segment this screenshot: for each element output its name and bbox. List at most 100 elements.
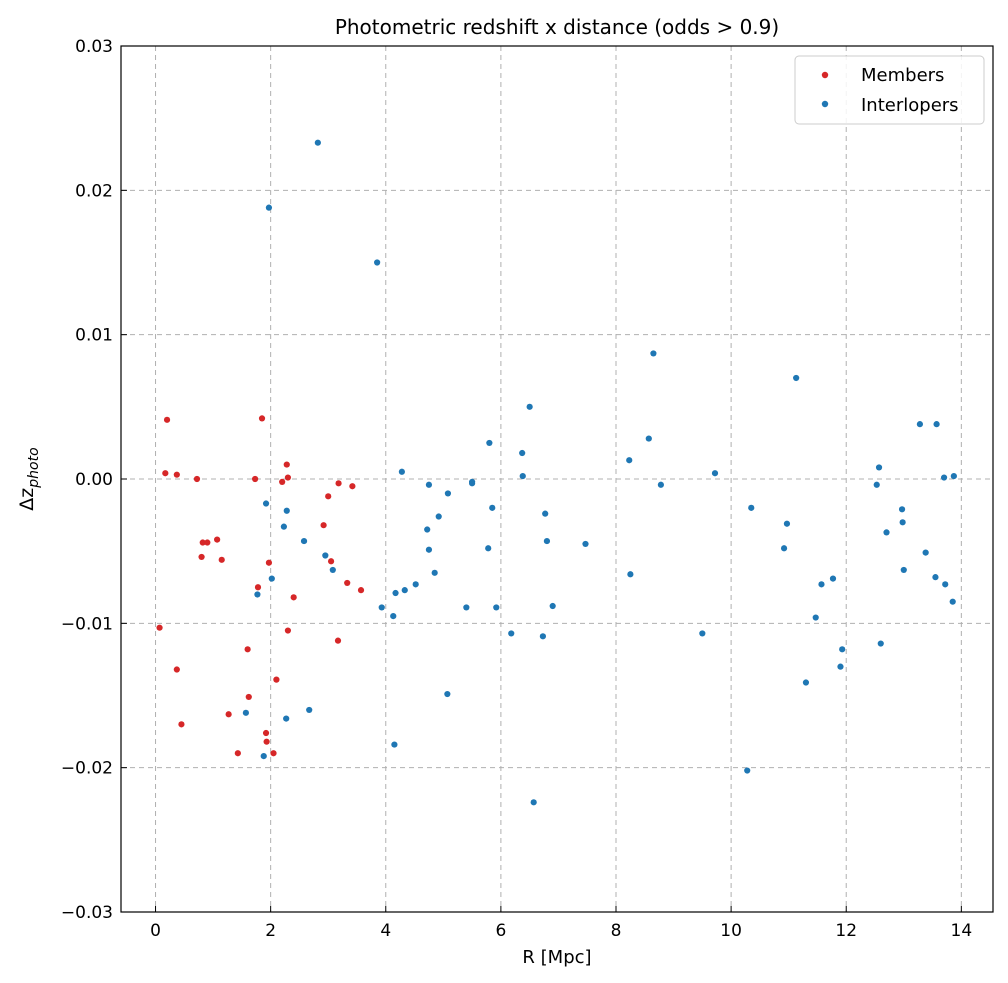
- data-point-members: [270, 750, 277, 757]
- data-point-members: [162, 470, 169, 477]
- data-point-interlopers: [265, 204, 273, 211]
- data-point-members: [344, 579, 351, 587]
- data-point-interlopers: [950, 473, 957, 480]
- data-point-interlopers: [283, 715, 290, 722]
- data-point-interlopers: [300, 537, 308, 545]
- legend: Members Interlopers: [794, 55, 985, 125]
- data-point-interlopers: [519, 449, 526, 457]
- data-point-members: [178, 721, 185, 728]
- data-point-interlopers: [401, 587, 408, 594]
- data-point-interlopers: [431, 569, 438, 576]
- data-points: [156, 139, 957, 806]
- data-point-interlopers: [748, 504, 755, 511]
- grid-lines: [121, 46, 993, 912]
- data-point-interlopers: [425, 546, 433, 553]
- data-point-members: [290, 594, 297, 601]
- data-point-members: [173, 666, 180, 673]
- data-point-interlopers: [873, 481, 880, 488]
- data-point-interlopers: [519, 473, 526, 480]
- data-point-interlopers: [829, 575, 837, 582]
- data-point-interlopers: [412, 581, 419, 588]
- data-point-interlopers: [744, 767, 751, 774]
- data-point-interlopers: [283, 507, 290, 514]
- data-point-interlopers: [242, 709, 250, 716]
- data-point-members: [284, 627, 292, 634]
- data-point-members: [349, 483, 356, 490]
- data-point-interlopers: [378, 604, 385, 611]
- data-point-interlopers: [657, 481, 664, 488]
- data-point-interlopers: [444, 490, 452, 497]
- data-point-interlopers: [916, 421, 924, 428]
- data-point-interlopers: [444, 690, 451, 698]
- y-axis-label: Δzphoto: [16, 447, 42, 510]
- data-point-interlopers: [933, 421, 940, 428]
- data-point-interlopers: [543, 537, 551, 545]
- data-point-interlopers: [877, 640, 884, 647]
- data-point-members: [335, 480, 342, 487]
- data-point-members: [273, 676, 280, 683]
- data-point-interlopers: [549, 602, 556, 610]
- data-point-interlopers: [949, 598, 956, 605]
- axis-ticks: 0 2 4 6 8 10 12 14 −0.03 −0.02 −0.01 0.00 0.01 0.02 0.…: [61, 37, 972, 941]
- data-point-interlopers: [898, 506, 906, 513]
- data-point-members: [214, 536, 221, 543]
- data-point-members: [163, 416, 171, 423]
- data-point-members: [284, 474, 292, 481]
- x-tick-label: 10: [720, 921, 742, 941]
- data-point-interlopers: [780, 545, 788, 552]
- data-point-members: [156, 624, 163, 631]
- data-point-interlopers: [899, 519, 906, 526]
- data-point-interlopers: [390, 613, 397, 620]
- x-tick-label: 4: [380, 921, 391, 941]
- x-tick-label: 0: [150, 921, 161, 941]
- data-point-members: [320, 522, 327, 529]
- data-point-interlopers: [392, 589, 399, 597]
- data-point-interlopers: [711, 470, 719, 477]
- data-point-interlopers: [485, 545, 492, 552]
- data-point-members: [327, 558, 335, 565]
- legend-box: [794, 55, 985, 125]
- data-point-interlopers: [508, 630, 515, 637]
- data-point-interlopers: [486, 439, 493, 447]
- x-axis-label: R [Mpc]: [522, 947, 591, 968]
- data-point-members: [252, 475, 259, 483]
- x-tick-label: 6: [495, 921, 506, 941]
- data-point-interlopers: [425, 481, 433, 488]
- data-point-members: [234, 750, 241, 757]
- data-point-interlopers: [940, 474, 948, 481]
- data-point-members: [263, 738, 270, 745]
- y-tick-label: 0.00: [75, 470, 113, 490]
- data-point-interlopers: [626, 457, 633, 464]
- data-point-interlopers: [650, 350, 657, 357]
- chart-title: Photometric redshift x distance (odds > …: [335, 15, 779, 39]
- data-point-interlopers: [391, 741, 398, 748]
- legend-marker-interlopers: [821, 100, 829, 108]
- y-axis-label-subscript: photo: [26, 447, 42, 488]
- data-point-interlopers: [932, 574, 939, 581]
- data-point-interlopers: [398, 468, 405, 475]
- data-point-members: [218, 556, 225, 563]
- data-point-interlopers: [802, 679, 810, 686]
- y-tick-label: 0.01: [75, 326, 113, 346]
- data-point-members: [254, 584, 262, 591]
- data-point-members: [225, 711, 232, 718]
- data-point-members: [198, 553, 205, 561]
- data-point-interlopers: [469, 478, 476, 485]
- legend-marker-members: [821, 71, 829, 79]
- data-point-members: [244, 646, 251, 653]
- data-point-members: [199, 539, 206, 546]
- data-point-interlopers: [314, 139, 321, 146]
- data-point-interlopers: [783, 520, 791, 527]
- data-point-interlopers: [699, 630, 706, 637]
- data-point-interlopers: [793, 374, 800, 382]
- data-point-interlopers: [812, 614, 819, 621]
- data-point-interlopers: [254, 591, 261, 598]
- data-point-interlopers: [900, 566, 907, 574]
- y-tick-label: −0.02: [61, 759, 113, 779]
- data-point-members: [334, 637, 342, 644]
- data-point-interlopers: [942, 581, 949, 588]
- data-point-members: [283, 461, 290, 468]
- data-point-interlopers: [539, 633, 546, 640]
- data-point-interlopers: [322, 552, 329, 559]
- data-point-interlopers: [329, 566, 336, 574]
